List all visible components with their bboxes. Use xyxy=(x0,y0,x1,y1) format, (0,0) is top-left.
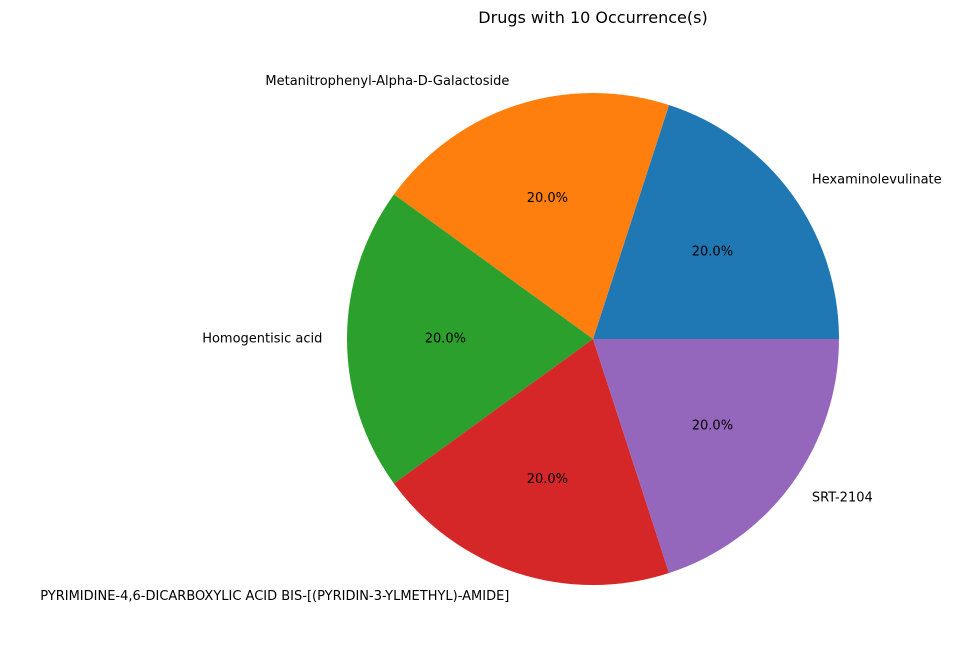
pie-slice-2 xyxy=(347,194,593,484)
slice-percent-label-0: 20.0% xyxy=(692,245,733,260)
slice-percent-label-2: 20.0% xyxy=(425,332,466,347)
slice-percent-label-3: 20.0% xyxy=(527,472,568,487)
slice-label-4: SRT-2104 xyxy=(812,491,873,506)
pie-slice-0 xyxy=(593,105,839,339)
slice-percent-label-4: 20.0% xyxy=(692,418,733,433)
pie-slice-3 xyxy=(393,339,670,585)
slice-label-2: Homogentisic acid xyxy=(202,332,322,347)
pie-slice-1 xyxy=(393,92,670,339)
slice-label-1: Metanitrophenyl-Alpha-D-Galactoside xyxy=(265,74,509,89)
slice-label-0: Hexaminolevulinate xyxy=(812,172,942,187)
chart-title: Drugs with 10 Occurrence(s) xyxy=(478,8,708,27)
pie-slice-4 xyxy=(593,339,839,573)
slice-percent-label-1: 20.0% xyxy=(527,191,568,206)
slice-label-3: PYRIMIDINE-4,6-DICARBOXYLIC ACID BIS-[(P… xyxy=(40,589,509,604)
